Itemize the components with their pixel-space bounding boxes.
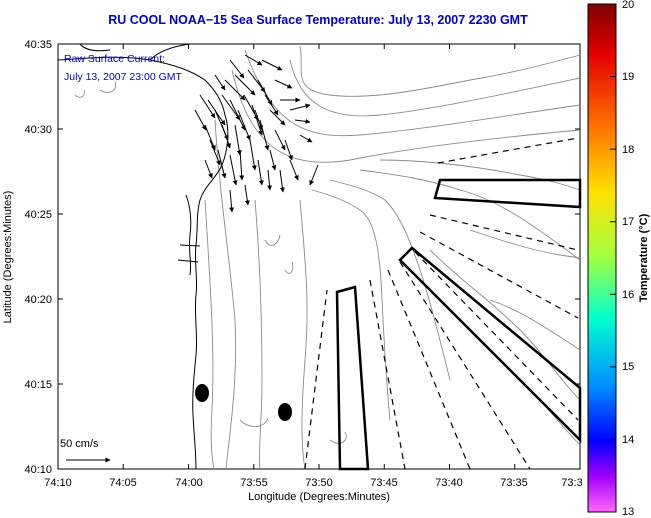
y-tick-label: 40:35 <box>24 39 52 51</box>
wedge-east <box>433 178 582 209</box>
map-title: RU COOL NOAA−15 Sea Surface Temperature:… <box>108 13 528 27</box>
radial-dashed-lines <box>304 137 579 470</box>
y-tick-labels: 40:35 40:30 40:25 40:20 40:15 40:10 <box>24 39 52 476</box>
colorbar-gradient <box>587 3 617 513</box>
colorbar-tick-label: 15 <box>622 361 634 373</box>
x-tick-label: 74:10 <box>44 477 72 489</box>
y-tick-label: 40:30 <box>24 124 52 136</box>
x-tick-label: 73:45 <box>370 477 398 489</box>
x-tick-marks <box>57 44 581 469</box>
x-tick-label: 73:35 <box>500 477 528 489</box>
y-tick-marks <box>58 43 580 470</box>
y-tick-label: 40:25 <box>24 209 52 221</box>
colorbar-tick-marks <box>610 3 616 513</box>
x-tick-labels: 74:10 74:05 74:00 73:55 73:50 73:45 73:4… <box>44 477 582 489</box>
y-tick-label: 40:10 <box>24 464 52 476</box>
x-tick-label: 74:05 <box>109 477 137 489</box>
scale-label: 50 cm/s <box>60 438 99 450</box>
colorbar-tick-label: 13 <box>622 506 634 518</box>
map-plot-area: Raw Surface Current: July 13, 2007 23:00… <box>57 43 582 471</box>
marker-oval-west <box>195 384 209 402</box>
colorbar-tick-label: 16 <box>622 289 634 301</box>
colorbar-tick-label: 14 <box>622 434 634 446</box>
colorbar-label: Temperature (°C) <box>638 213 650 302</box>
wedge-southeast <box>398 246 582 444</box>
radial-wedges <box>335 178 582 471</box>
x-axis-label: Longitude (Degrees:Minutes) <box>248 491 390 503</box>
current-label-line-2: July 13, 2007 23:00 GMT <box>64 71 182 83</box>
temperature-colorbar: 20 19 18 17 16 15 14 13 Temperature (°C) <box>587 0 650 518</box>
current-label-line-1: Raw Surface Current: <box>64 53 165 65</box>
x-tick-label: 73:40 <box>435 477 463 489</box>
colorbar-tick-label: 20 <box>622 0 634 11</box>
colorbar-tick-label: 17 <box>622 216 634 228</box>
y-tick-label: 40:15 <box>24 379 52 391</box>
y-tick-label: 40:20 <box>24 294 52 306</box>
x-tick-label: 73:55 <box>240 477 268 489</box>
wedge-south <box>335 285 370 471</box>
colorbar-tick-label: 18 <box>622 144 634 156</box>
y-axis-label: Latitude (Degrees:Minutes) <box>2 191 14 324</box>
plot-frame <box>57 43 581 470</box>
coastline <box>57 43 229 470</box>
x-tick-label: 73:50 <box>305 477 333 489</box>
marker-oval-east <box>278 403 292 421</box>
colorbar-tick-label: 19 <box>622 71 634 83</box>
x-tick-label: 73:3 <box>561 477 582 489</box>
x-tick-label: 74:00 <box>175 477 203 489</box>
surface-current-vectors <box>194 54 319 213</box>
